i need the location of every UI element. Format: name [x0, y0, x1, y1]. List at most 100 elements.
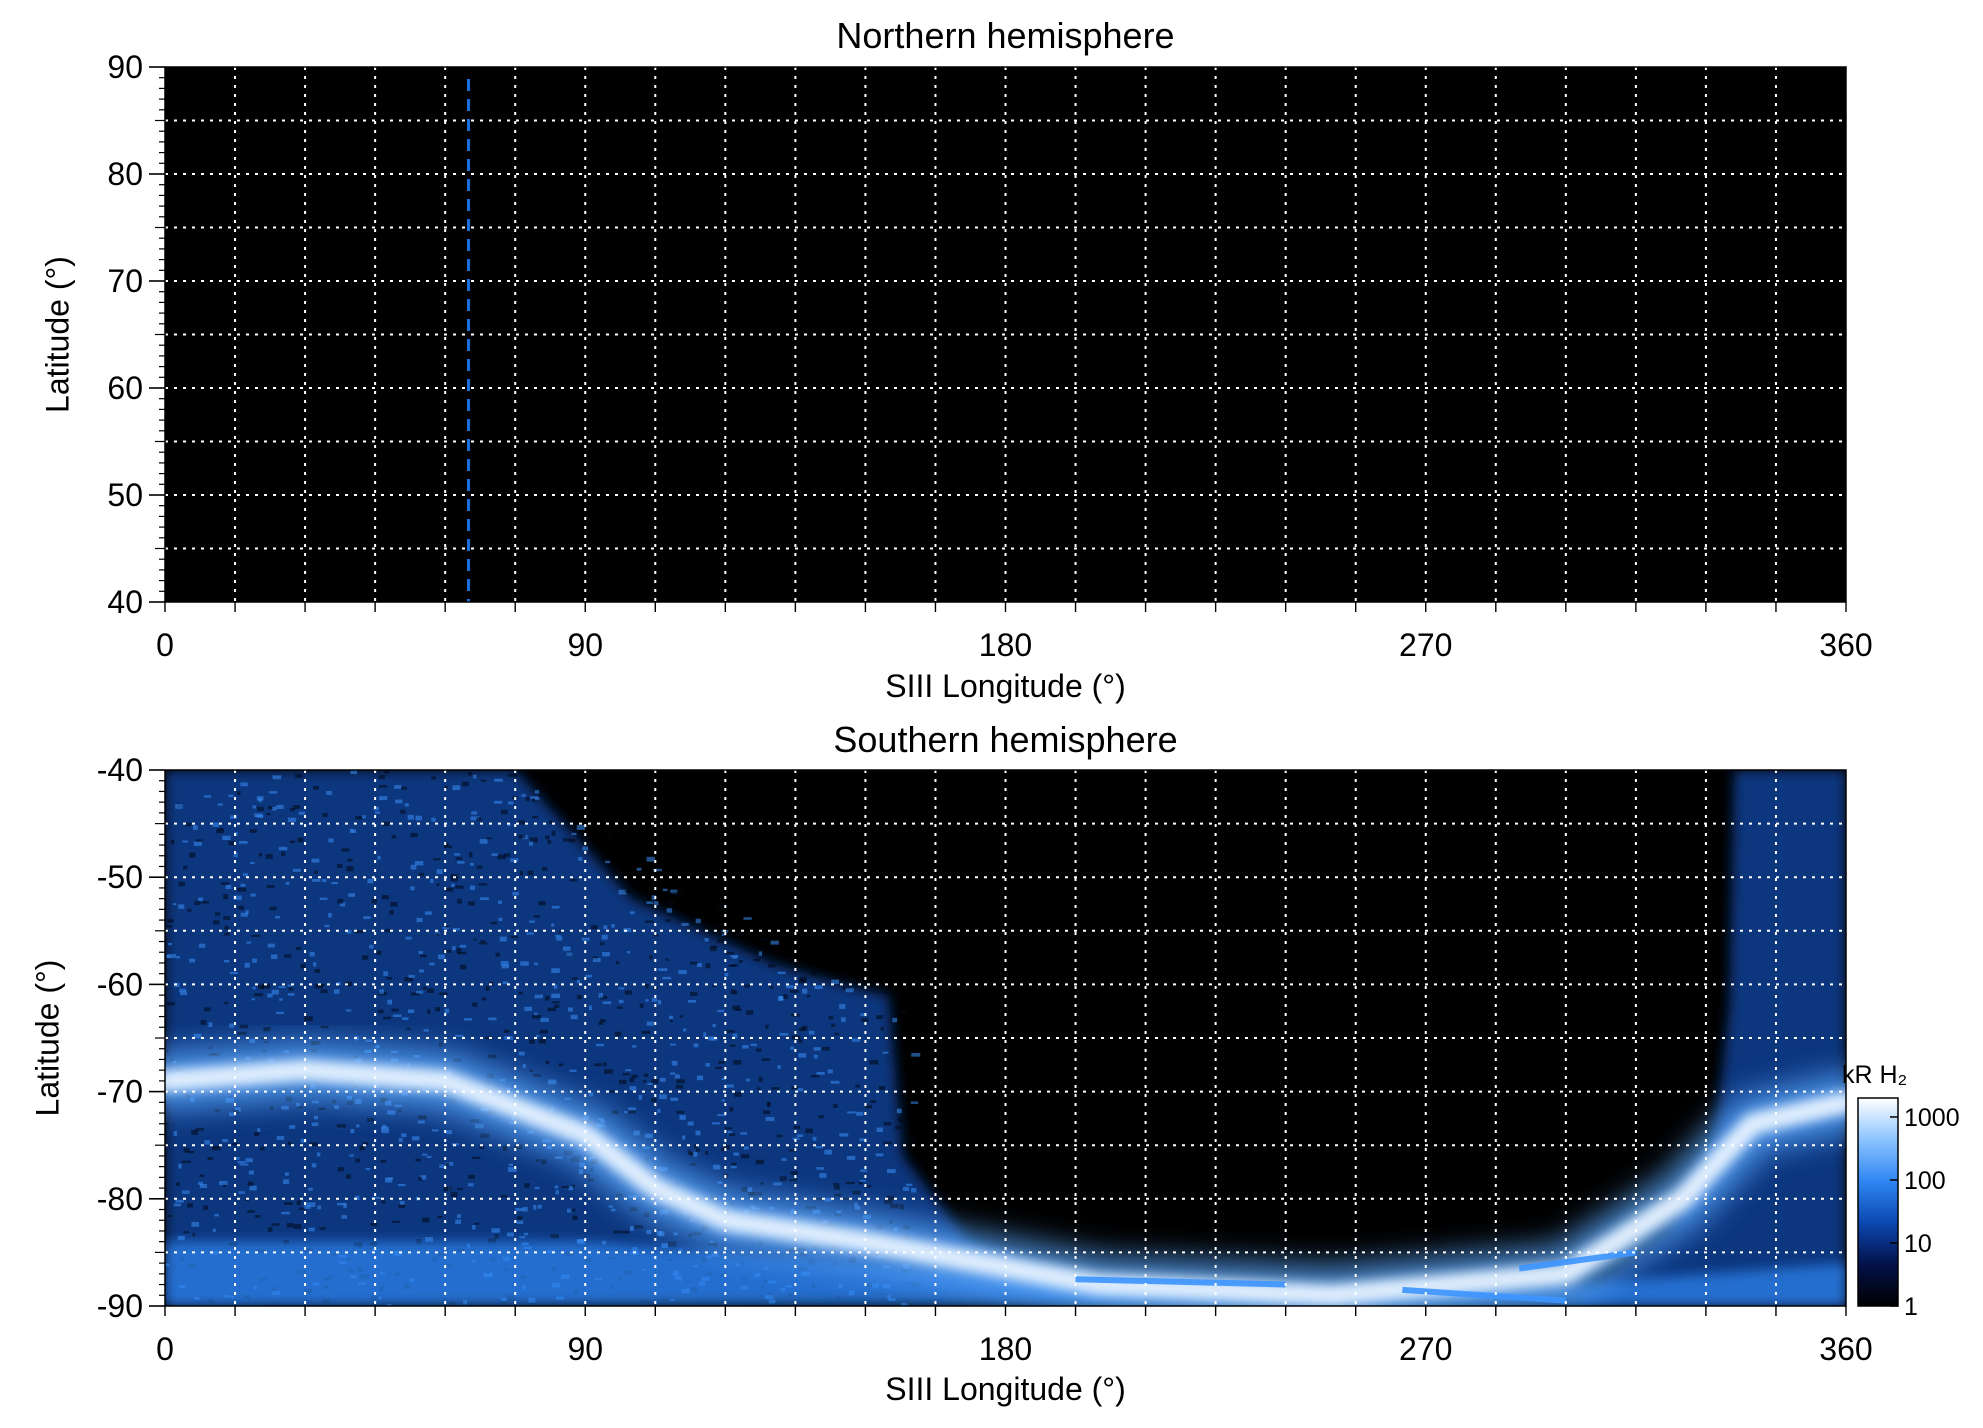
emission-speck — [828, 1015, 834, 1020]
emission-speck — [211, 1145, 221, 1151]
emission-speck — [362, 955, 369, 960]
emission-speck — [178, 881, 186, 887]
emission-speck — [653, 883, 658, 886]
emission-speck — [902, 1186, 910, 1191]
emission-speck — [223, 1183, 227, 1188]
emission-speck — [661, 1243, 669, 1249]
southern-hemisphere-panel: Southern hemisphere SIII Longitude (°) L… — [29, 719, 1872, 1407]
emission-speck — [550, 1234, 560, 1239]
emission-speck — [555, 1190, 559, 1195]
emission-speck — [224, 959, 230, 963]
emission-speck — [167, 942, 173, 946]
emission-speck — [192, 1232, 196, 1237]
emission-speck — [841, 1197, 850, 1200]
emission-speck — [507, 823, 511, 827]
y-tick-label: 50 — [107, 477, 143, 513]
emission-speck — [631, 1074, 638, 1079]
emission-speck — [370, 1223, 378, 1226]
emission-speck — [520, 961, 529, 966]
emission-speck — [252, 986, 256, 990]
emission-speck — [629, 1225, 634, 1231]
emission-speck — [445, 925, 449, 928]
emission-speck — [348, 893, 356, 897]
emission-speck — [614, 1031, 622, 1037]
emission-speck — [681, 922, 689, 926]
emission-speck — [718, 904, 728, 909]
emission-speck — [645, 920, 654, 923]
emission-speck — [578, 857, 583, 861]
emission-speck — [208, 1022, 213, 1028]
emission-speck — [297, 837, 304, 843]
emission-speck — [287, 1141, 292, 1146]
emission-speck — [293, 1224, 302, 1229]
emission-speck — [249, 1185, 257, 1191]
emission-speck — [687, 1150, 691, 1155]
emission-speck — [193, 1033, 202, 1039]
emission-speck — [806, 995, 811, 998]
emission-speck — [437, 1216, 443, 1219]
emission-speck — [480, 940, 486, 943]
emission-speck — [422, 986, 427, 990]
emission-speck — [618, 999, 624, 1004]
emission-speck — [896, 1108, 902, 1114]
emission-speck — [816, 1197, 825, 1201]
emission-speck — [845, 1181, 855, 1185]
emission-speck — [442, 926, 450, 930]
emission-speck — [816, 1071, 825, 1075]
emission-speck — [289, 808, 295, 812]
emission-speck — [229, 1112, 236, 1117]
emission-speck — [524, 1183, 530, 1188]
emission-speck — [459, 944, 466, 948]
emission-speck — [911, 1060, 916, 1065]
emission-speck — [365, 1039, 372, 1042]
emission-speck — [860, 1169, 867, 1172]
emission-speck — [625, 890, 631, 893]
emission-speck — [569, 838, 576, 843]
emission-speck — [316, 1152, 321, 1157]
emission-speck — [281, 1105, 289, 1110]
emission-speck — [236, 791, 241, 796]
emission-speck — [266, 813, 271, 816]
emission-speck — [457, 898, 462, 904]
emission-speck — [721, 1099, 726, 1102]
emission-speck — [479, 897, 489, 900]
emission-streak — [1075, 1276, 1286, 1288]
emission-speck — [328, 912, 332, 918]
emission-speck — [547, 1007, 557, 1012]
emission-speck — [249, 829, 257, 833]
emission-speck — [789, 1178, 798, 1182]
emission-speck — [618, 1079, 627, 1085]
emission-speck — [381, 1129, 390, 1134]
emission-speck — [371, 898, 377, 904]
y-tick-label: 40 — [107, 584, 143, 620]
emission-speck — [690, 992, 698, 996]
emission-speck — [886, 1195, 894, 1201]
emission-speck — [407, 1009, 415, 1014]
emission-speck — [233, 1109, 239, 1114]
emission-speck — [561, 1185, 570, 1189]
emission-speck — [228, 841, 235, 846]
emission-speck — [271, 1223, 280, 1226]
emission-speck — [741, 1154, 750, 1159]
emission-speck — [480, 779, 487, 782]
emission-speck — [865, 1105, 873, 1109]
emission-speck — [721, 1147, 725, 1152]
emission-speck — [405, 936, 412, 940]
emission-speck — [214, 1213, 219, 1217]
emission-speck — [339, 902, 346, 907]
emission-speck — [198, 1181, 204, 1185]
emission-speck — [439, 992, 448, 996]
emission-speck — [385, 928, 391, 933]
emission-speck — [212, 822, 220, 827]
northern-panel-title: Northern hemisphere — [836, 15, 1174, 56]
emission-speck — [278, 986, 286, 989]
emission-speck — [401, 786, 408, 790]
emission-speck — [535, 1159, 540, 1162]
emission-speck — [314, 1115, 318, 1120]
emission-speck — [300, 963, 306, 969]
emission-speck — [287, 984, 293, 987]
emission-speck — [601, 934, 608, 940]
emission-speck — [859, 1138, 867, 1142]
emission-speck — [257, 1128, 261, 1133]
emission-speck — [909, 1136, 915, 1142]
